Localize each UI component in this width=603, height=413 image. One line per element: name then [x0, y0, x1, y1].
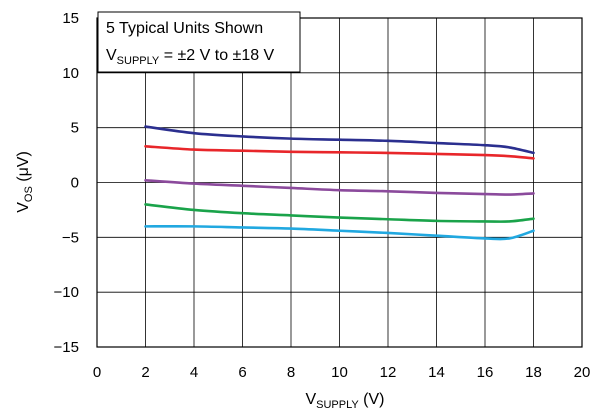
series-line-5 — [144, 224, 535, 241]
x-tick-label: 16 — [477, 364, 494, 381]
annotation-line1: 5 Typical Units Shown — [106, 20, 263, 37]
x-axis-label: VSUPPLY (V) — [305, 391, 384, 411]
x-tick-label: 2 — [141, 364, 149, 381]
y-tick-label: −15 — [54, 339, 79, 356]
y-tick-label: 10 — [62, 65, 79, 82]
x-tick-label: 10 — [331, 364, 348, 381]
y-tick-label: 5 — [71, 120, 79, 137]
y-axis-label: VOS (μV) — [15, 151, 35, 213]
x-tick-label: 8 — [287, 364, 295, 381]
annotation-line2: VSUPPLY = ±2 V to ±18 V — [106, 47, 275, 67]
plot-frame — [96, 17, 583, 348]
x-tick-labels: 0 2 4 6 8 10 12 14 16 18 20 — [93, 364, 591, 381]
series-line-3 — [144, 179, 535, 196]
y-tick-label: 15 — [62, 10, 79, 27]
x-tick-label: 4 — [190, 364, 198, 381]
series-lines — [144, 125, 535, 241]
x-tick-label: 20 — [574, 364, 591, 381]
series-line-4 — [144, 203, 535, 223]
series-line-1 — [144, 125, 535, 155]
x-tick-label: 12 — [380, 364, 397, 381]
x-tick-label: 6 — [238, 364, 246, 381]
x-tick-label: 18 — [525, 364, 542, 381]
y-tick-labels: 15 10 5 0 −5 −10 −15 — [54, 10, 79, 356]
y-tick-label: −5 — [62, 229, 79, 246]
y-tick-label: 0 — [71, 175, 79, 192]
y-tick-label: −10 — [54, 284, 79, 301]
x-tick-label: 0 — [93, 364, 101, 381]
x-tick-label: 14 — [428, 364, 445, 381]
series-line-2 — [144, 145, 535, 160]
annotation-box: 5 Typical Units Shown VSUPPLY = ±2 V to … — [97, 11, 301, 73]
